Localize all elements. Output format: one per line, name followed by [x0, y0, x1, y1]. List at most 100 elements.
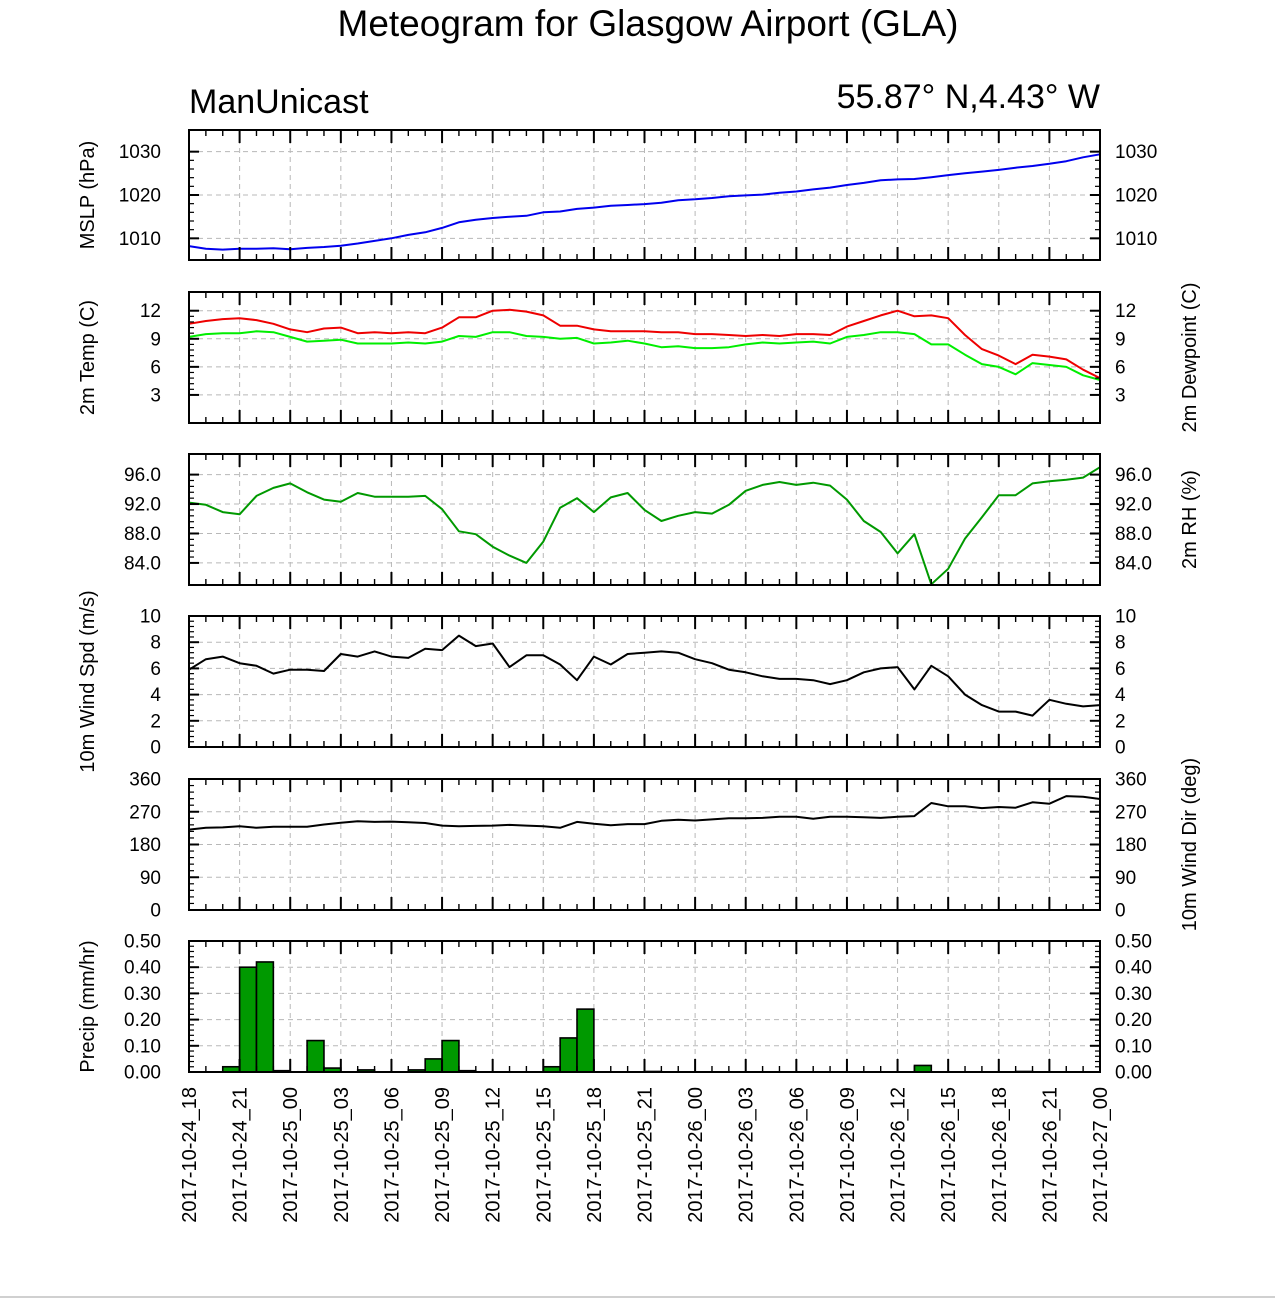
y-tick-label-left: 90	[140, 868, 161, 889]
x-tick-label: 2017-10-27_00	[1090, 1087, 1112, 1223]
precip-bar	[441, 1039, 460, 1073]
x-tick-label: 2017-10-26_00	[685, 1087, 707, 1223]
x-tick-label: 2017-10-24_21	[230, 1087, 252, 1223]
y-tick-label-right: 4	[1115, 685, 1126, 706]
y-tick-label-left: 270	[129, 802, 161, 823]
y-tick-label-left: 12	[140, 301, 161, 322]
y-tick-label-left: 9	[150, 329, 161, 350]
y-tick-label-right: 1010	[1115, 229, 1157, 250]
y-tick-label-left: 84.0	[124, 553, 161, 574]
y-tick-label-left: 8	[150, 633, 161, 654]
precip-bar	[576, 1008, 595, 1073]
x-tick-label: 2017-10-25_18	[584, 1087, 606, 1223]
precip-bar	[238, 966, 258, 1073]
y-tick-label-left: 0.10	[124, 1036, 161, 1057]
series-line-wind_speed-0	[188, 634, 1101, 717]
y-tick-label-left: 0	[150, 738, 161, 759]
y-tick-label-right: 0.10	[1115, 1036, 1152, 1057]
series-line-temp-1	[188, 330, 1101, 381]
x-tick-label: 2017-10-25_00	[280, 1087, 302, 1223]
series-line-rh-0	[188, 466, 1101, 586]
y-tick-label-right: 0	[1115, 901, 1126, 922]
chart-title: Meteogram for Glasgow Airport (GLA)	[338, 3, 959, 44]
panel-precip: 0.00 0.00 0.10 0.10 0.20 0.20 0.30 0.30 0.40 0.40…	[77, 932, 1152, 1084]
y-axis-label-left: MSLP (hPa)	[77, 141, 99, 250]
x-tick-label: 2017-10-26_21	[1039, 1087, 1061, 1223]
y-axis-label-right: 2m Dewpoint (C)	[1179, 282, 1201, 432]
x-tick-label: 2017-10-26_12	[888, 1087, 910, 1223]
y-tick-label-right: 180	[1115, 835, 1147, 856]
bottom-rule	[0, 1296, 1275, 1298]
y-tick-label-right: 270	[1115, 802, 1147, 823]
series-line-wind_dir-0	[188, 795, 1101, 831]
series-line-mslp-0	[188, 153, 1101, 251]
y-tick-label-right: 96.0	[1115, 465, 1152, 486]
y-tick-label-right: 92.0	[1115, 495, 1152, 516]
y-tick-label-right: 0.00	[1115, 1063, 1152, 1084]
panel-frame	[188, 453, 1101, 586]
panel-rh: 84.0 84.0 88.0 88.0 92.0 92.0 96.0 96.0 2m RH (%…	[124, 453, 1201, 586]
y-tick-label-left: 92.0	[124, 495, 161, 516]
x-tick-label: 2017-10-26_15	[938, 1087, 960, 1223]
x-tick-label: 2017-10-25_12	[483, 1087, 505, 1223]
y-tick-label-left: 10	[140, 607, 161, 628]
y-axis-label-right: 10m Wind Dir (deg)	[1179, 758, 1201, 931]
y-tick-label-right: 8	[1115, 633, 1126, 654]
y-tick-label-left: 0.00	[124, 1063, 161, 1084]
y-tick-label-right: 0.30	[1115, 984, 1152, 1005]
y-tick-label-right: 12	[1115, 301, 1136, 322]
y-tick-label-right: 3	[1115, 385, 1126, 406]
y-tick-label-left: 4	[150, 685, 161, 706]
series-line-temp-0	[188, 308, 1101, 379]
y-tick-label-right: 6	[1115, 357, 1126, 378]
x-tick-label: 2017-10-25_09	[432, 1087, 454, 1223]
x-tick-label: 2017-10-25_15	[533, 1087, 555, 1223]
x-tick-label: 2017-10-26_18	[989, 1087, 1011, 1223]
y-tick-label-right: 10	[1115, 607, 1136, 628]
y-tick-label-right: 1030	[1115, 142, 1157, 163]
y-tick-label-left: 1020	[119, 186, 161, 207]
y-tick-label-left: 0.40	[124, 958, 161, 979]
panel-mslp: 1010 1010 1020 1020 1030 1030 MSLP (hPa)	[77, 129, 1157, 261]
x-tick-label: 2017-10-25_03	[331, 1087, 353, 1223]
precip-bar	[559, 1037, 578, 1073]
panel-frame	[188, 129, 1101, 261]
y-tick-label-right: 2	[1115, 711, 1126, 732]
x-tick-label: 2017-10-26_03	[736, 1087, 758, 1223]
y-tick-label-right: 0.40	[1115, 958, 1152, 979]
panel-temp: 3 3 6 6 9 9 12 12 2m Temp (C) 2m Dewpoint (C)	[77, 282, 1201, 432]
x-tick-label: 2017-10-25_06	[381, 1087, 403, 1223]
x-tick-label: 2017-10-26_09	[837, 1087, 859, 1223]
panel-wind_speed: 0 0 2 2 4 4 6 6 8 8 10 10 10m Wind Spd (m/s)	[77, 590, 1136, 772]
y-tick-label-right: 84.0	[1115, 553, 1152, 574]
panel-wind_dir: 0 0 90 90 180 180 270 270 360 360 10m Wind Dir (de…	[129, 758, 1201, 931]
y-tick-label-right: 0.50	[1115, 932, 1152, 953]
precip-bar	[424, 1058, 443, 1073]
y-tick-label-right: 0.20	[1115, 1010, 1152, 1031]
y-tick-label-right: 6	[1115, 659, 1126, 680]
panel-frame	[188, 940, 1101, 1073]
y-tick-label-right: 360	[1115, 770, 1147, 791]
y-axis-label-left: Precip (mm/hr)	[77, 940, 99, 1072]
precip-bar	[255, 961, 275, 1073]
y-tick-label-right: 88.0	[1115, 524, 1152, 545]
y-tick-label-left: 0.50	[124, 932, 161, 953]
y-tick-label-left: 1030	[119, 142, 161, 163]
x-tick-label: 2017-10-24_18	[179, 1087, 201, 1223]
x-axis: 2017-10-24_18 2017-10-24_21 2017-10-25_00 2…	[179, 1087, 1112, 1223]
panel-frame	[188, 615, 1101, 748]
y-tick-label-left: 360	[129, 770, 161, 791]
y-tick-label-right: 0	[1115, 738, 1126, 759]
y-axis-label-right: 2m RH (%)	[1179, 470, 1201, 569]
y-axis-label-left: 2m Temp (C)	[77, 300, 99, 415]
y-tick-label-left: 2	[150, 711, 161, 732]
x-tick-label: 2017-10-26_06	[786, 1087, 808, 1223]
y-tick-label-left: 0	[150, 901, 161, 922]
precip-bar	[306, 1039, 325, 1073]
x-tick-label: 2017-10-25_21	[635, 1087, 657, 1223]
y-tick-label-right: 90	[1115, 868, 1136, 889]
panel-frame	[188, 291, 1101, 424]
model-name: ManUnicast	[189, 83, 369, 121]
y-tick-label-left: 180	[129, 835, 161, 856]
